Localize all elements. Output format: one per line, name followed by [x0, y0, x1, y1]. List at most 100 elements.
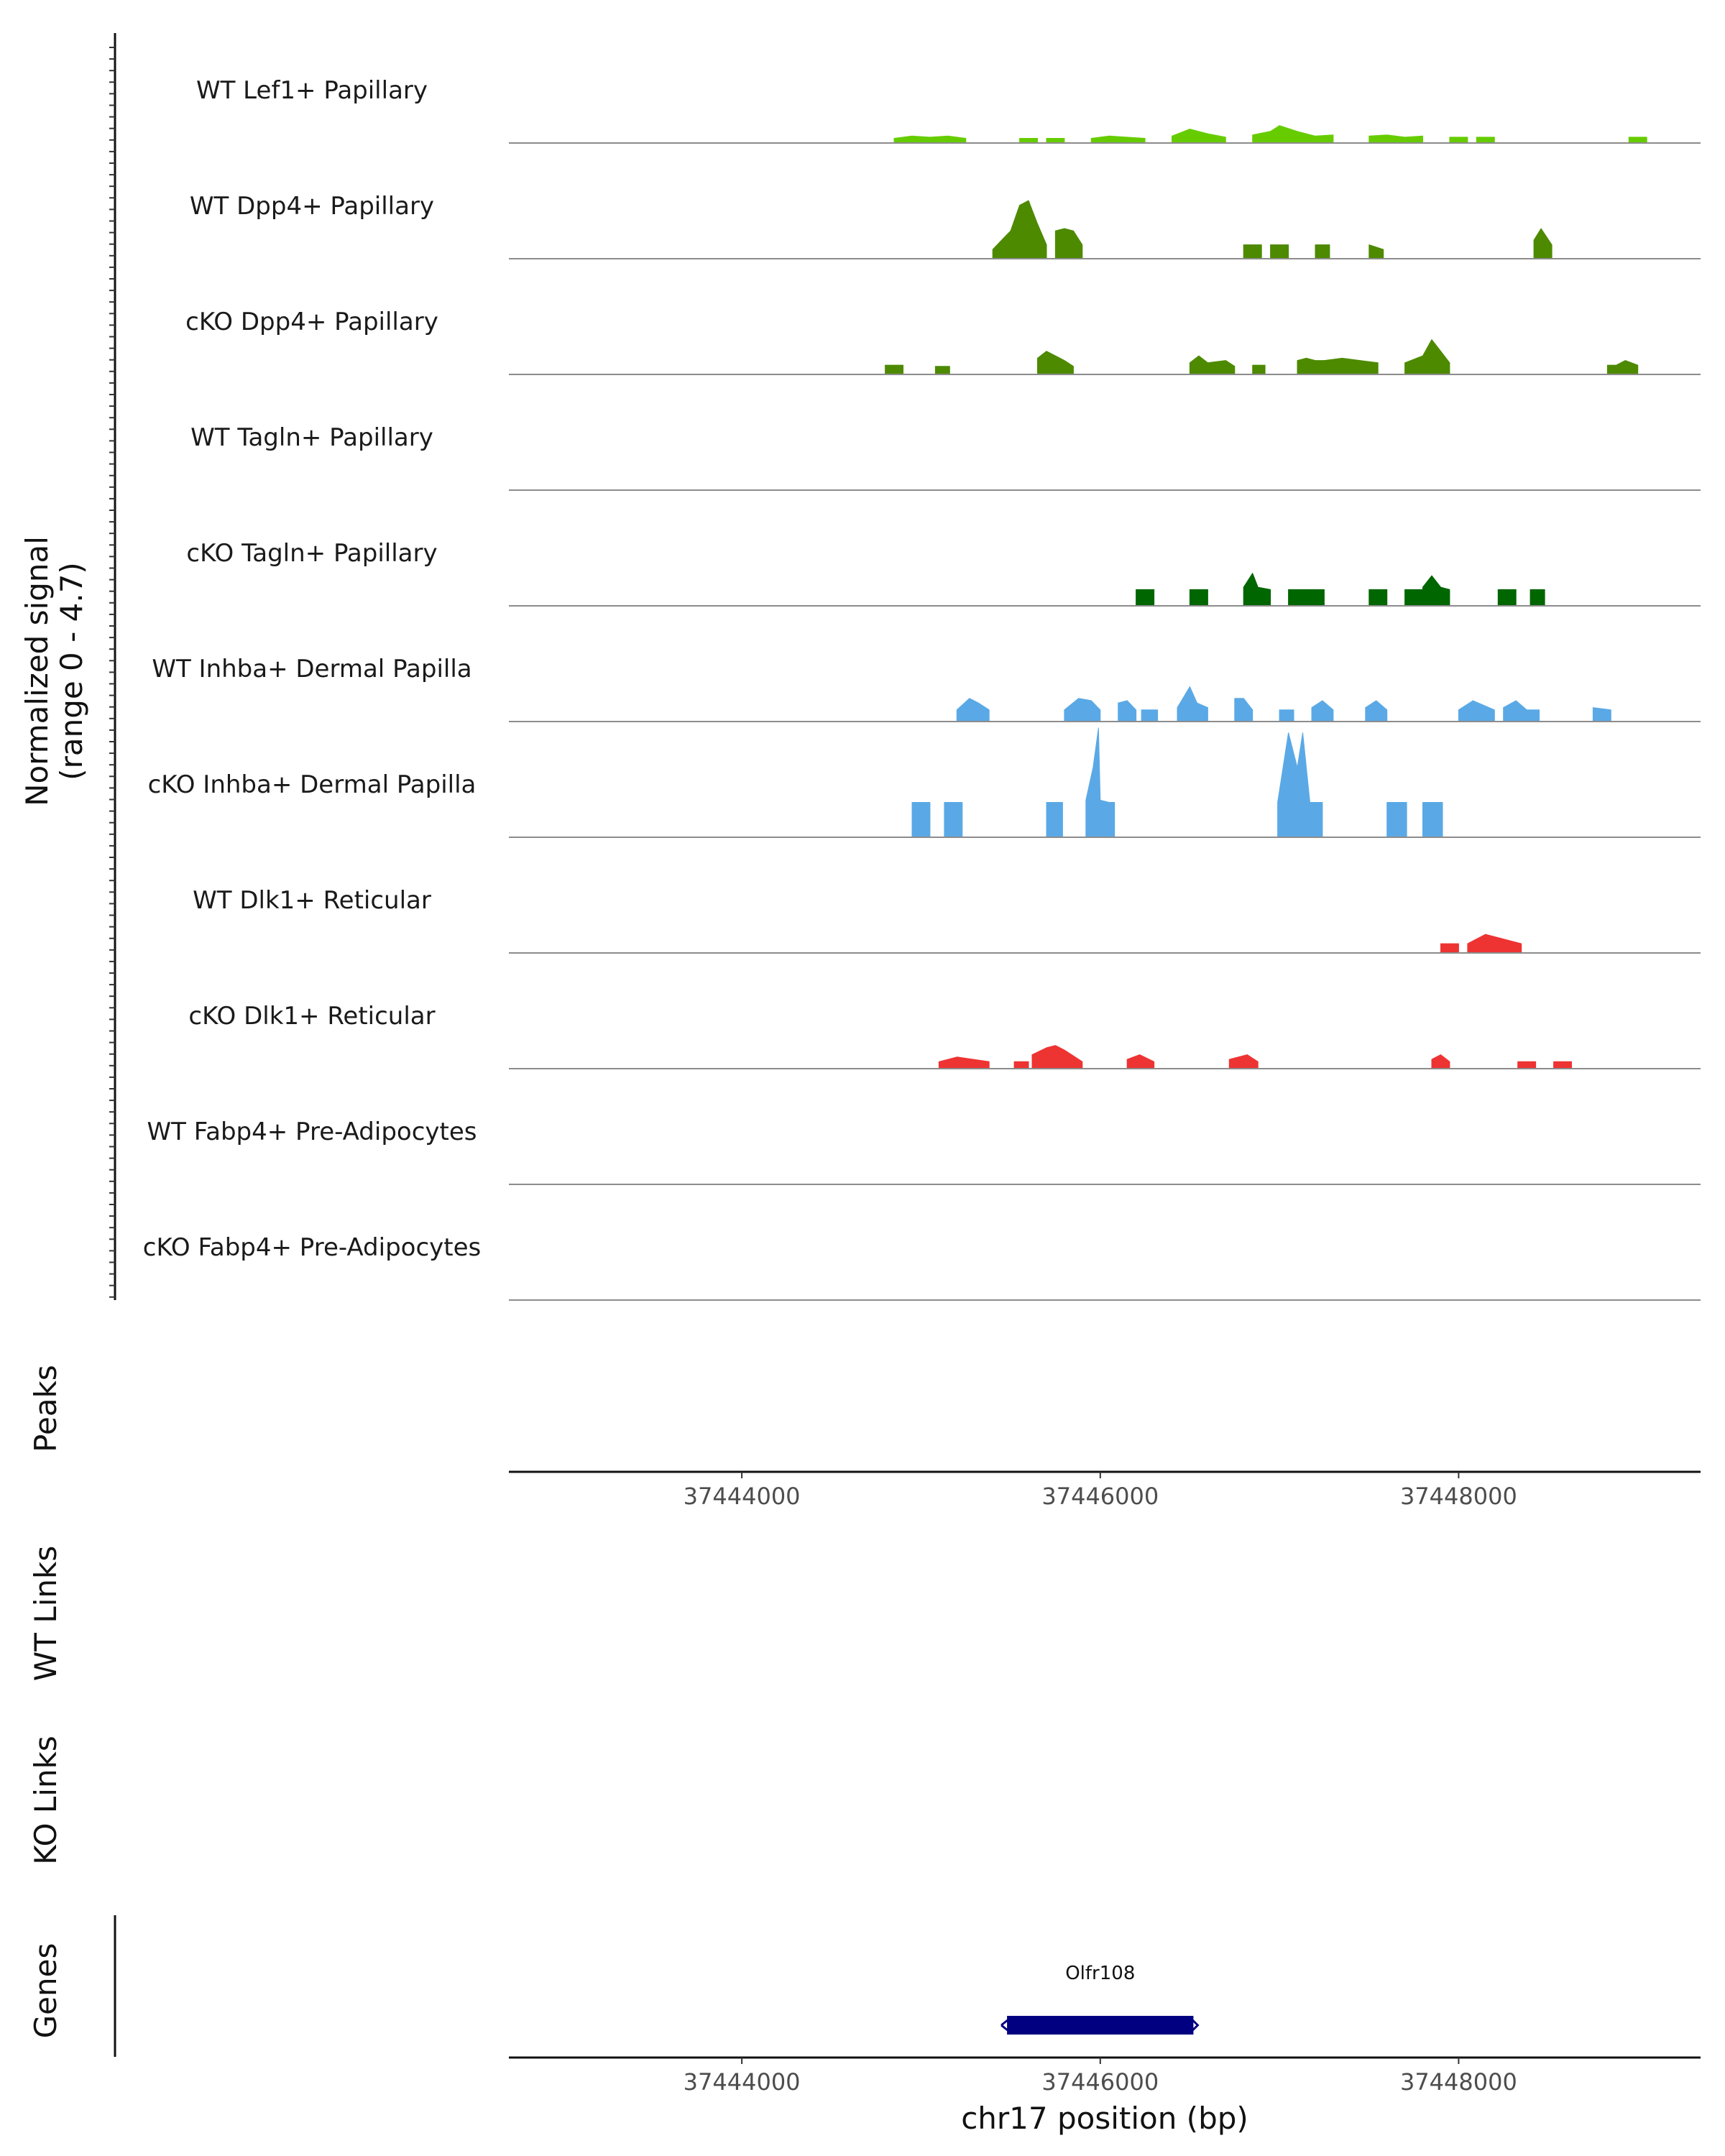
signal-ylabel: Normalized signal	[19, 536, 55, 806]
signal-area	[1243, 573, 1271, 607]
peaks-tick-label: 37448000	[1400, 1483, 1517, 1510]
signal-area	[1431, 1054, 1450, 1069]
signal-area	[1172, 129, 1226, 144]
signal-area	[1141, 709, 1159, 722]
track-label: cKO Fabp4+ Pre-Adipocytes	[143, 1233, 482, 1262]
track-label: cKO Tagln+ Papillary	[186, 539, 437, 568]
signal-area	[1189, 589, 1208, 607]
signal-area	[1297, 357, 1325, 375]
signal-area	[1365, 700, 1388, 722]
signal-area	[1368, 589, 1388, 607]
signal-area	[944, 802, 963, 838]
signal-area	[1270, 244, 1289, 259]
track-wt-fabp4-pre-adipocytes: WT Fabp4+ Pre-Adipocytes	[147, 1118, 1701, 1185]
signal-area	[1553, 1061, 1572, 1069]
signal-area	[1440, 943, 1459, 954]
gene-track: Olfr108	[1000, 1963, 1200, 2035]
signal-area	[1064, 698, 1101, 722]
x-axis-label: chr17 position (bp)	[961, 2101, 1248, 2136]
signal-ylabel-range: (range 0 - 4.7)	[54, 562, 89, 780]
signal-area	[1311, 700, 1334, 722]
track-label: WT Tagln+ Papillary	[190, 423, 433, 452]
signal-area	[1422, 802, 1443, 838]
signal-area	[1234, 698, 1254, 722]
signal-area	[1228, 1054, 1259, 1069]
track-label: WT Dpp4+ Papillary	[190, 192, 434, 221]
track-label: WT Dlk1+ Reticular	[193, 886, 431, 915]
peaks-tick-label: 37444000	[684, 1483, 801, 1510]
signal-area	[934, 366, 950, 375]
signal-area	[1530, 589, 1545, 607]
gene-name-label: Olfr108	[1065, 1963, 1135, 1984]
signal-area	[1031, 1045, 1083, 1069]
signal-area	[956, 698, 990, 722]
signal-area	[1503, 700, 1540, 722]
signal-area	[893, 135, 967, 144]
signal-area	[1476, 137, 1495, 144]
ko-links-ylabel: KO Links	[28, 1736, 63, 1865]
signal-area	[1533, 228, 1552, 259]
signal-area	[1054, 228, 1083, 259]
bottom-tick-label: 37446000	[1041, 2068, 1159, 2096]
track-cko-dpp4-papillary: cKO Dpp4+ Papillary	[185, 308, 1701, 375]
signal-area	[1252, 125, 1334, 144]
signal-area	[1467, 934, 1522, 954]
signal-area	[885, 364, 903, 375]
signal-area	[1085, 727, 1116, 838]
signal-area	[1277, 732, 1323, 838]
signal-area	[1368, 244, 1384, 259]
track-cko-tagln-papillary: cKO Tagln+ Papillary	[186, 539, 1701, 607]
bottom-tick-label: 37444000	[684, 2068, 801, 2096]
signal-area	[1404, 589, 1423, 607]
peaks-ylabel: Peaks	[28, 1365, 63, 1452]
bottom-tick-label: 37448000	[1400, 2068, 1517, 2096]
signal-tracks: WT Lef1+ Papillary WT Dpp4+ Papillary cKO …	[143, 76, 1701, 1301]
signal-area	[1606, 360, 1639, 375]
track-wt-lef1-papillary: WT Lef1+ Papillary	[196, 76, 1701, 144]
signal-area	[911, 802, 931, 838]
signal-area	[1628, 137, 1647, 144]
signal-area	[1386, 802, 1407, 838]
signal-area	[1189, 355, 1236, 375]
signal-area	[1517, 1061, 1537, 1069]
wt-links-ylabel: WT Links	[28, 1546, 63, 1681]
track-label: cKO Inhba+ Dermal Papilla	[148, 770, 477, 799]
signal-area	[1288, 589, 1307, 607]
signal-area	[1306, 589, 1325, 607]
track-wt-dpp4-papillary: WT Dpp4+ Papillary	[190, 192, 1701, 259]
peaks-tick-label: 37446000	[1041, 1483, 1159, 1510]
track-cko-dlk1-reticular: cKO Dlk1+ Reticular	[188, 1002, 1701, 1069]
signal-area	[938, 1056, 990, 1069]
track-cko-inhba-dermal-papilla: cKO Inhba+ Dermal Papilla	[148, 727, 1701, 838]
signal-area	[1037, 351, 1074, 375]
signal-area	[992, 200, 1047, 259]
signal-y-axis	[109, 33, 116, 1300]
signal-area	[1497, 589, 1517, 607]
signal-area	[1243, 244, 1262, 259]
signal-area	[1422, 575, 1450, 607]
signal-area	[1368, 134, 1423, 144]
signal-area	[1404, 339, 1450, 375]
track-label: WT Inhba+ Dermal Papilla	[152, 655, 472, 683]
signal-area	[1315, 244, 1330, 259]
signal-area	[1090, 135, 1146, 144]
track-label: WT Lef1+ Papillary	[196, 76, 428, 105]
genes-ylabel: Genes	[28, 1943, 63, 2039]
track-wt-dlk1-reticular: WT Dlk1+ Reticular	[193, 886, 1701, 954]
track-wt-tagln-papillary: WT Tagln+ Papillary	[190, 423, 1701, 491]
track-label: WT Fabp4+ Pre-Adipocytes	[147, 1118, 477, 1146]
track-label: cKO Dpp4+ Papillary	[185, 308, 438, 336]
signal-area	[1449, 137, 1468, 144]
signal-area	[1592, 707, 1611, 722]
signal-area	[1046, 802, 1063, 838]
track-wt-inhba-dermal-papilla: WT Inhba+ Dermal Papilla	[152, 655, 1701, 722]
signal-area	[1118, 700, 1137, 722]
track-label: cKO Dlk1+ Reticular	[188, 1002, 435, 1031]
gene-body	[1007, 2016, 1194, 2035]
bottom-x-axis: 37444000 37446000 37448000	[509, 2056, 1701, 2096]
signal-area	[1252, 364, 1266, 375]
signal-area	[1323, 357, 1379, 375]
gene-end-mark	[1191, 2018, 1200, 2032]
signal-area	[1458, 700, 1495, 722]
